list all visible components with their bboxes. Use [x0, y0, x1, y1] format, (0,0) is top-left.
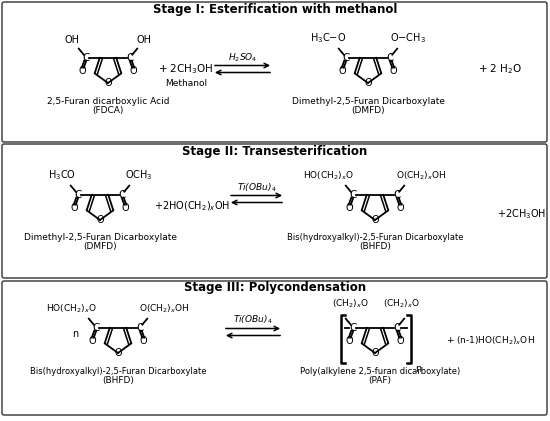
Text: Stage II: Transesterification: Stage II: Transesterification [183, 144, 367, 157]
Text: O: O [96, 215, 104, 225]
Text: + 2CH$_3$OH: + 2CH$_3$OH [158, 62, 214, 76]
Text: (DMFD): (DMFD) [83, 242, 117, 250]
Text: O: O [89, 336, 97, 346]
Text: Dimethyl-2,5-Furan Dicarboxylate: Dimethyl-2,5-Furan Dicarboxylate [292, 96, 444, 106]
Text: O: O [114, 348, 122, 358]
Text: HO(CH$_2$)$_x$O: HO(CH$_2$)$_x$O [304, 169, 354, 182]
Text: O: O [389, 66, 397, 76]
Text: OH: OH [137, 35, 152, 45]
Text: (BHFD): (BHFD) [359, 242, 391, 250]
Text: O: O [79, 66, 86, 76]
Text: n: n [415, 364, 421, 374]
Text: H$_3$CO: H$_3$CO [48, 168, 76, 182]
Text: n: n [72, 329, 78, 339]
Text: O: O [397, 336, 404, 346]
Text: O: O [364, 78, 372, 88]
Text: C: C [92, 322, 100, 333]
Text: O$-$CH$_3$: O$-$CH$_3$ [390, 31, 426, 45]
Text: O: O [346, 336, 354, 346]
Text: C: C [349, 322, 356, 333]
Text: O: O [139, 336, 147, 346]
Text: O: O [371, 348, 379, 358]
FancyBboxPatch shape [2, 2, 547, 142]
Text: Ti(OBu)$_4$: Ti(OBu)$_4$ [233, 314, 273, 327]
Text: C: C [394, 322, 401, 333]
Text: C: C [82, 53, 90, 63]
Text: + 2 H$_2$O: + 2 H$_2$O [478, 62, 522, 76]
Text: O: O [346, 203, 354, 213]
Text: C: C [119, 190, 126, 200]
Text: H$_2$SO$_4$: H$_2$SO$_4$ [228, 51, 257, 64]
Text: C: C [342, 53, 349, 63]
Text: O: O [371, 215, 379, 225]
Text: Methanol: Methanol [165, 78, 207, 88]
Text: (FDCA): (FDCA) [92, 106, 124, 115]
Text: + (n-1)HO(CH$_2$)$_x$OH: + (n-1)HO(CH$_2$)$_x$OH [446, 335, 535, 347]
Text: O: O [129, 66, 137, 76]
Text: C: C [394, 190, 401, 200]
FancyBboxPatch shape [2, 281, 547, 415]
Text: Stage I: Esterification with methanol: Stage I: Esterification with methanol [153, 3, 397, 16]
Text: O(CH$_2$)$_x$OH: O(CH$_2$)$_x$OH [396, 169, 447, 182]
Text: (CH$_2$)$_x$O: (CH$_2$)$_x$O [383, 297, 420, 310]
Text: Bis(hydroxyalkyl)-2,5-Furan Dicarboxylate: Bis(hydroxyalkyl)-2,5-Furan Dicarboxylat… [30, 367, 206, 376]
Text: (PAF): (PAF) [368, 376, 392, 384]
Text: O: O [397, 203, 404, 213]
Text: Stage III: Polycondensation: Stage III: Polycondensation [184, 282, 366, 295]
Text: C: C [387, 53, 394, 63]
Text: (BHFD): (BHFD) [102, 376, 134, 384]
Text: C: C [126, 53, 134, 63]
Text: (CH$_2$)$_x$O: (CH$_2$)$_x$O [332, 297, 369, 310]
Text: C: C [74, 190, 81, 200]
Text: 2,5-Furan dicarboxylic Acid: 2,5-Furan dicarboxylic Acid [47, 96, 169, 106]
Text: +2HO(CH$_2$)$_x$OH: +2HO(CH$_2$)$_x$OH [154, 199, 230, 213]
FancyBboxPatch shape [2, 144, 547, 278]
Text: C: C [349, 190, 356, 200]
Text: O: O [122, 203, 129, 213]
Text: OH: OH [64, 35, 79, 45]
Text: Ti(OBu)$_4$: Ti(OBu)$_4$ [236, 181, 276, 194]
Text: O: O [339, 66, 346, 76]
Text: +2CH$_3$OH: +2CH$_3$OH [497, 207, 547, 221]
Text: H$_3$C$-$O: H$_3$C$-$O [310, 31, 346, 45]
Text: Bis(hydroxyalkyl)-2,5-Furan Dicarboxylate: Bis(hydroxyalkyl)-2,5-Furan Dicarboxylat… [287, 232, 463, 242]
Text: C: C [136, 322, 144, 333]
Text: O(CH$_2$)$_x$OH: O(CH$_2$)$_x$OH [139, 302, 190, 314]
Text: Dimethyl-2,5-Furan Dicarboxylate: Dimethyl-2,5-Furan Dicarboxylate [24, 232, 177, 242]
Text: O: O [104, 78, 112, 88]
Text: (DMFD): (DMFD) [351, 106, 385, 115]
Text: OCH$_3$: OCH$_3$ [125, 168, 153, 182]
Text: Poly(alkylene 2,5-furan dicarboxylate): Poly(alkylene 2,5-furan dicarboxylate) [300, 367, 460, 376]
Text: O: O [71, 203, 79, 213]
Text: HO(CH$_2$)$_x$O: HO(CH$_2$)$_x$O [46, 302, 97, 314]
